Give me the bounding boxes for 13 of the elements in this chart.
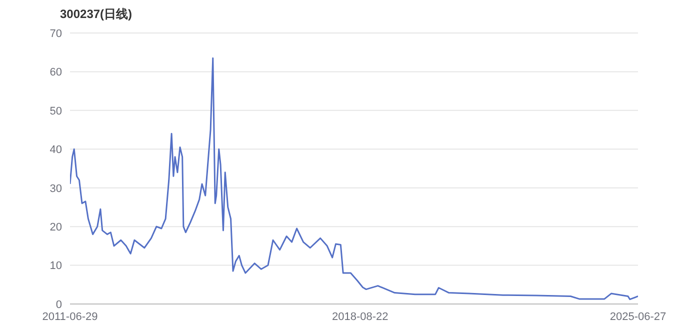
x-tick-label: 2011-06-29	[42, 310, 98, 323]
line-series	[70, 57, 638, 300]
y-tick-label: 0	[56, 298, 62, 311]
y-tick-label: 10	[50, 260, 62, 272]
y-tick-label: 70	[50, 28, 62, 40]
y-tick-label: 30	[50, 182, 62, 195]
x-tick-label: 2018-08-22	[332, 310, 388, 323]
y-tick-label: 40	[50, 144, 62, 156]
y-tick-label: 50	[50, 105, 62, 118]
y-tick-label: 20	[50, 221, 62, 234]
chart-title: 300237(日线)	[60, 6, 132, 23]
y-tick-label: 60	[50, 66, 62, 79]
x-tick-label: 2025-06-27	[610, 310, 666, 323]
